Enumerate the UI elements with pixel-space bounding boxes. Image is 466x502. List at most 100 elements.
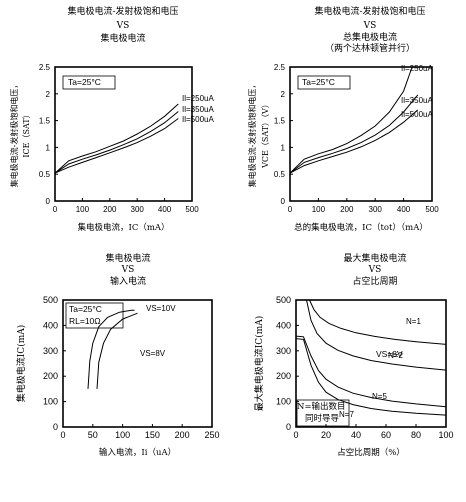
x-tick-label: 100 xyxy=(76,205,90,214)
series-label: N=1 xyxy=(406,317,421,326)
y-tick-label: 2 xyxy=(281,90,286,99)
x-tick-label: 150 xyxy=(145,430,160,440)
chart-title-line: VS xyxy=(121,265,135,275)
x-tick-label: 400 xyxy=(397,205,411,214)
series-label: N=2 xyxy=(388,351,403,360)
chart-annotation: 同时导导 xyxy=(305,413,340,424)
chart-title-line: VS xyxy=(363,21,377,31)
annotation-box xyxy=(297,75,351,90)
x-tick-label: 500 xyxy=(185,205,199,214)
x-axis-label: 集电极电流，IC（mA） xyxy=(77,222,169,233)
x-axis-label: 占空比周期（%） xyxy=(337,447,405,458)
x-tick-label: 0 xyxy=(60,430,65,440)
plot-frame xyxy=(289,66,433,202)
series-label: VS=10V xyxy=(146,304,176,313)
y-tick-label: 1 xyxy=(281,143,286,152)
series-line-2 xyxy=(54,118,179,174)
x-axis-label: 总的集电极电流，IC（tot）（mA） xyxy=(294,222,428,233)
chart-title-line: （两个达林顿管并行） xyxy=(325,42,415,54)
x-tick-label: 40 xyxy=(351,430,361,440)
annotation-box xyxy=(296,399,350,427)
y-tick-label: 400 xyxy=(43,320,58,330)
y-axis-label: 集电极电流IC(mA) xyxy=(15,325,27,403)
y-tick-label: 2.5 xyxy=(39,63,51,72)
y-axis-label: 集电极电流-发射极饱和电压， xyxy=(9,81,19,188)
plot-frame xyxy=(54,66,193,202)
series-line-1 xyxy=(54,111,179,174)
series-line-0 xyxy=(87,309,135,389)
y-tick-label: 0 xyxy=(281,197,286,206)
chart-title-line: 集电极电流 xyxy=(100,32,145,44)
x-tick-label: 400 xyxy=(158,205,172,214)
x-axis-label: 输入电流，Ii（uA） xyxy=(99,447,176,458)
x-tick-label: 80 xyxy=(411,430,421,440)
y-axis-label: VCE（SAT）（V） xyxy=(261,100,270,169)
chart-title-line: 输入电流 xyxy=(110,275,146,287)
chart-title-line: 总集电极电流 xyxy=(343,31,397,43)
y-axis-label: ICE（SAT） xyxy=(22,110,31,157)
x-tick-label: 300 xyxy=(131,205,145,214)
annotation-box xyxy=(62,75,116,90)
chart-annotation: Ta=25°C xyxy=(69,304,102,314)
chart-annotation: Ta=25°C xyxy=(68,77,101,87)
y-tick-label: 2 xyxy=(46,90,51,99)
y-axis-label: 最大集电极电流IC(mA) xyxy=(253,316,265,412)
x-tick-label: 250 xyxy=(204,430,219,440)
chart-title-line: 集电极电流-发射极饱和电压 xyxy=(314,5,425,17)
x-tick-label: 200 xyxy=(103,205,117,214)
y-tick-label: 0.5 xyxy=(39,170,51,179)
x-tick-label: 50 xyxy=(88,430,98,440)
series-line-2 xyxy=(289,109,419,174)
series-label: Il=500uA xyxy=(182,115,214,124)
x-tick-label: 200 xyxy=(340,205,354,214)
chart-title-line: 集电极电流-发射极饱和电压 xyxy=(67,5,178,17)
y-tick-label: 100 xyxy=(43,397,58,407)
y-tick-label: 100 xyxy=(276,397,291,407)
x-tick-label: 20 xyxy=(321,430,331,440)
x-tick-label: 100 xyxy=(312,205,326,214)
series-line-1 xyxy=(289,94,419,174)
series-line-2 xyxy=(295,335,447,408)
x-tick-label: 300 xyxy=(369,205,383,214)
y-tick-label: 300 xyxy=(276,346,291,356)
x-tick-label: 500 xyxy=(425,205,439,214)
series-line-0 xyxy=(289,66,413,174)
y-tick-label: 300 xyxy=(43,346,58,356)
y-tick-label: 200 xyxy=(276,371,291,381)
chart-annotation: Ta=25°C xyxy=(302,77,335,87)
x-tick-label: 0 xyxy=(293,430,298,440)
plot-frame xyxy=(62,299,213,428)
series-label: Il=250uA xyxy=(182,94,214,103)
chart-annotation: RL=10Ω xyxy=(69,316,101,326)
series-line-1 xyxy=(306,299,447,371)
y-tick-label: 0 xyxy=(46,197,51,206)
series-label: N=7 xyxy=(339,410,354,419)
x-tick-label: 60 xyxy=(381,430,391,440)
plot-frame xyxy=(295,299,447,428)
series-label: Il=250uA xyxy=(401,64,433,73)
series-label: Il=500uA xyxy=(401,110,433,119)
y-tick-label: 1.5 xyxy=(274,117,286,126)
x-tick-label: 100 xyxy=(115,430,130,440)
chart-title-line: 集电极电流 xyxy=(105,252,150,264)
series-line-1 xyxy=(96,312,138,389)
series-label: Il=350uA xyxy=(401,96,433,105)
y-tick-label: 500 xyxy=(276,295,291,305)
y-tick-label: 2.5 xyxy=(274,63,286,72)
y-axis-label: 集电极电流-发射极饱和电压， xyxy=(247,81,257,188)
x-tick-label: 100 xyxy=(438,430,453,440)
series-label: Il=350uA xyxy=(182,105,214,114)
y-tick-label: 0 xyxy=(286,422,291,432)
y-tick-label: 0.5 xyxy=(274,170,286,179)
chart-title-line: VS xyxy=(116,21,130,31)
chart-title-line: 占空比周期 xyxy=(352,275,397,287)
series-label: VS=8V xyxy=(140,349,166,358)
chart-title-line: VS xyxy=(368,265,382,275)
series-line-0 xyxy=(54,103,179,174)
x-tick-label: 0 xyxy=(288,205,293,214)
chart-annotation: N=输出数目 xyxy=(297,401,346,412)
y-tick-label: 1 xyxy=(46,143,51,152)
y-tick-label: 0 xyxy=(53,422,58,432)
x-tick-label: 0 xyxy=(53,205,58,214)
series-label: N=5 xyxy=(372,392,387,401)
